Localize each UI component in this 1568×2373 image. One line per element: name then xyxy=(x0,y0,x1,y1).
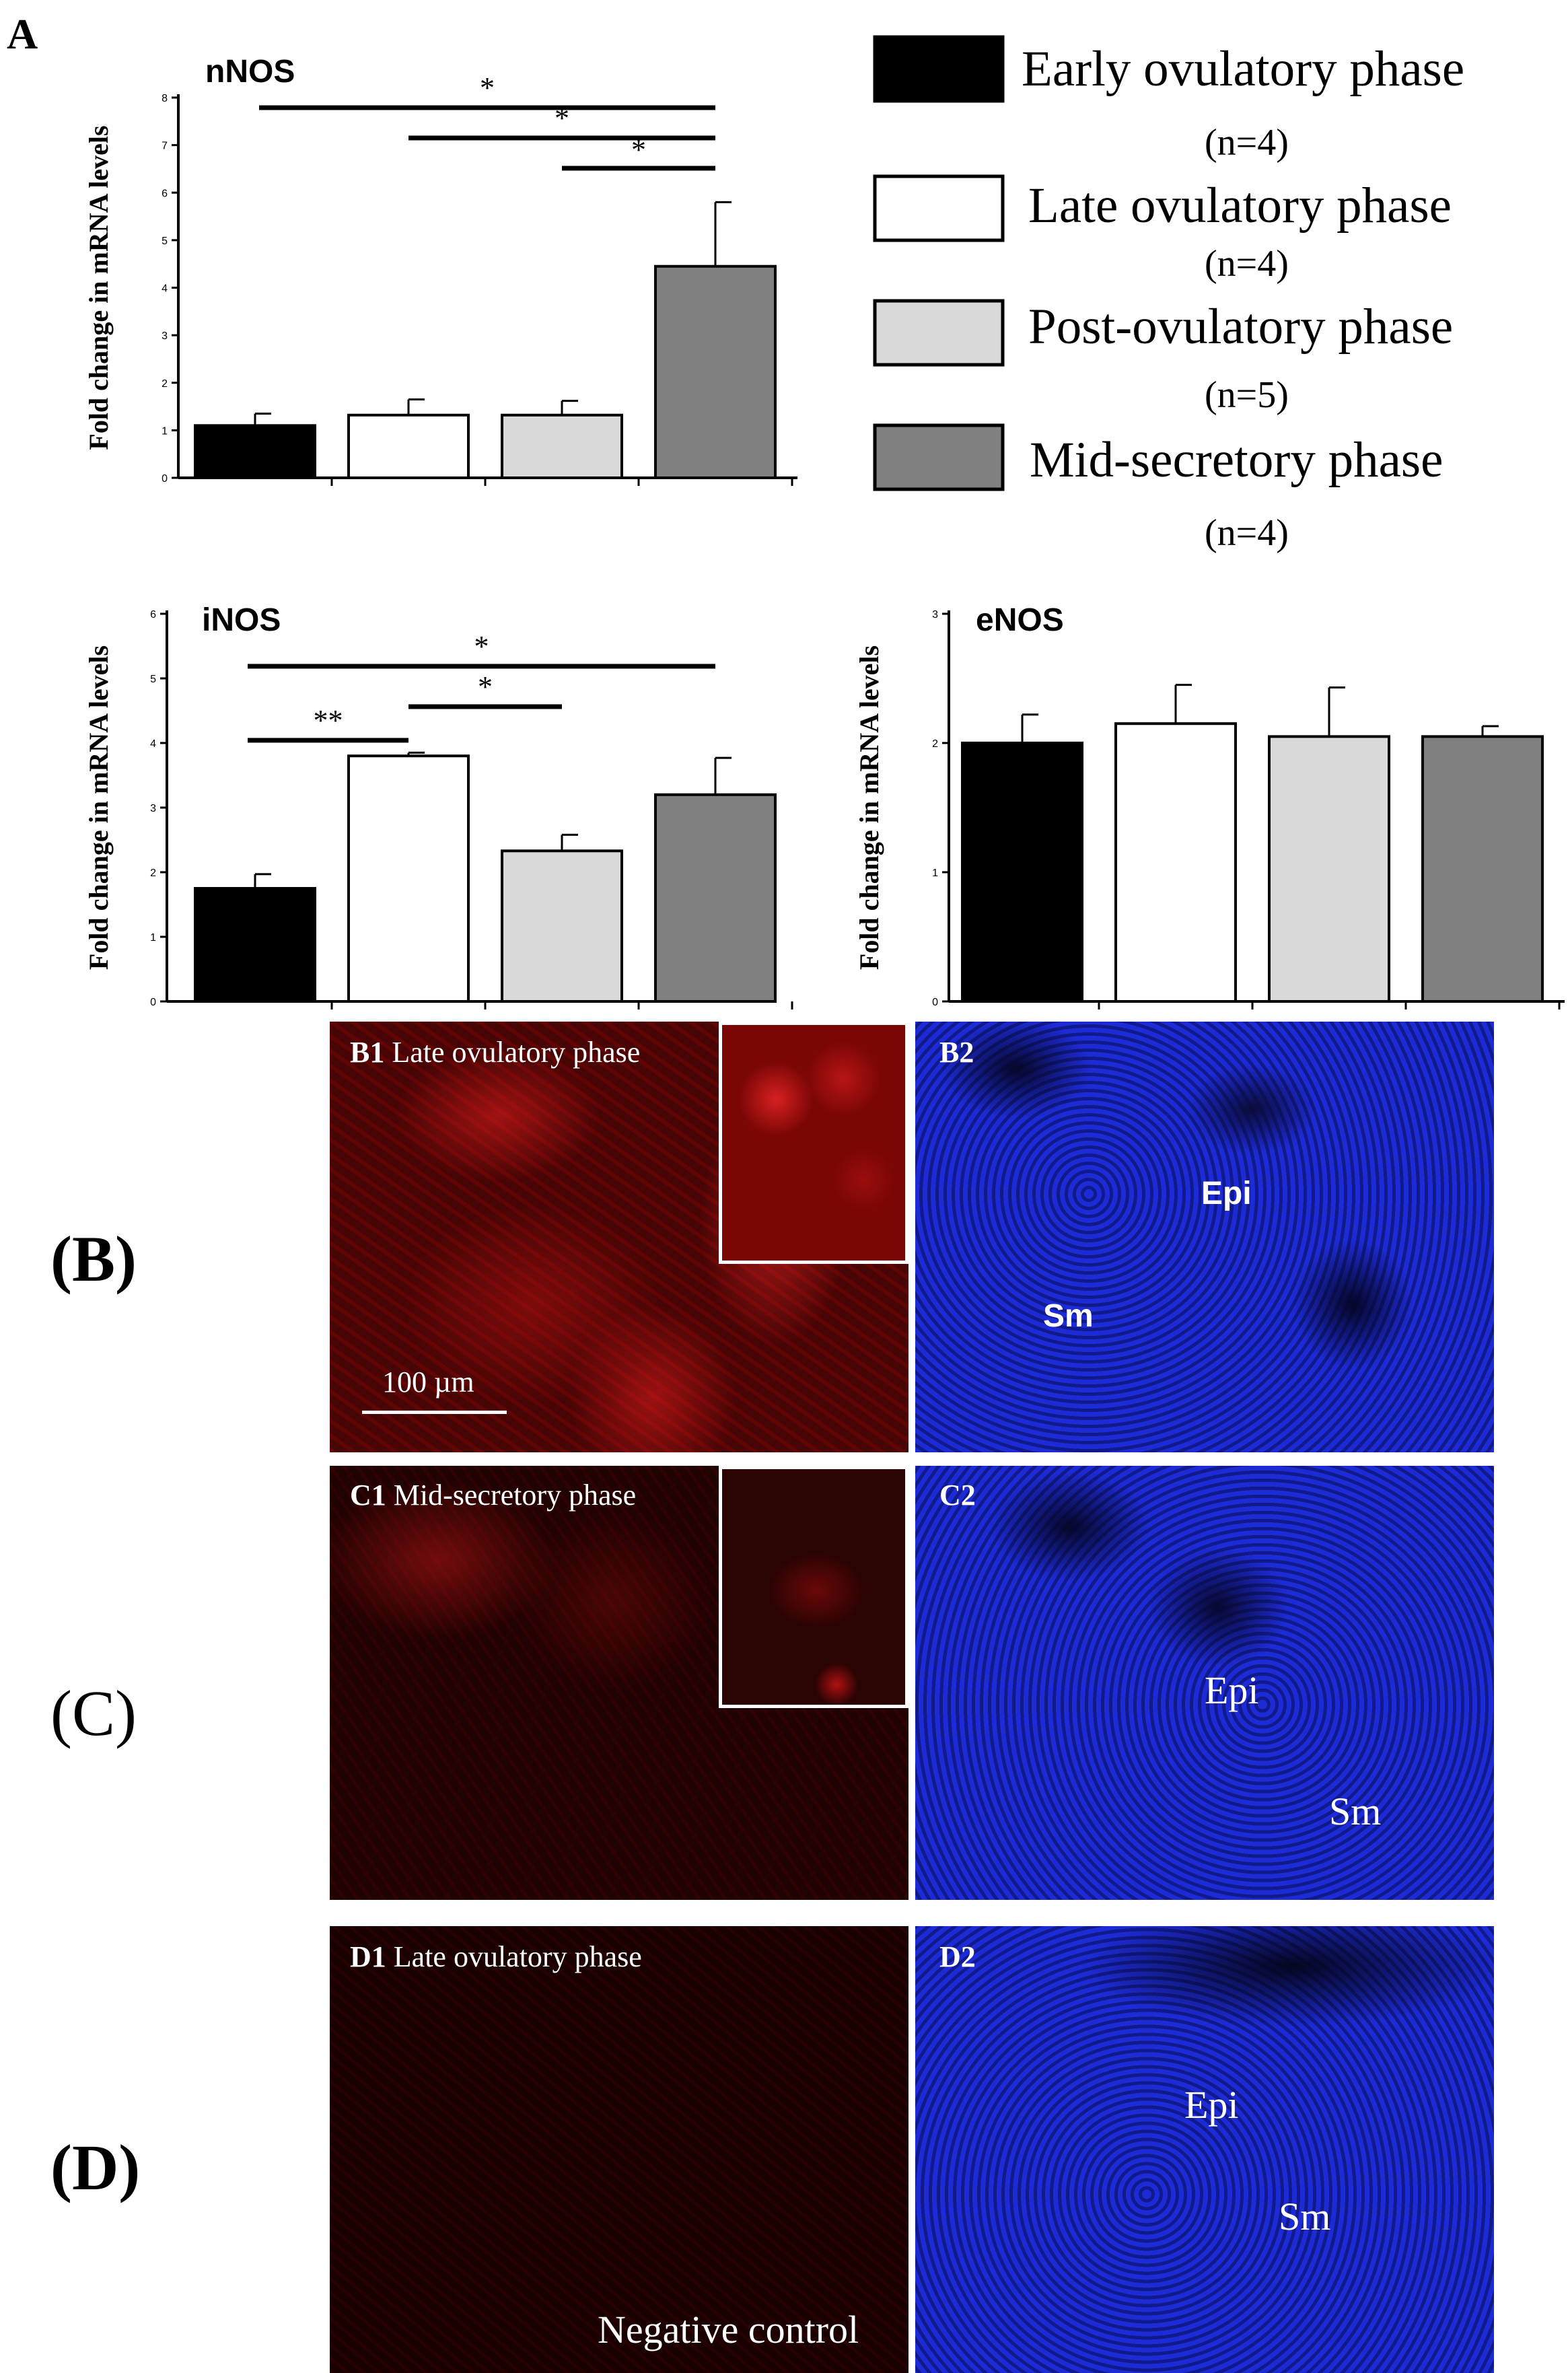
nnos-chart: 0 1 2 3 4 5 6 7 8 nNOS Fold change in mRNA levels *… xyxy=(83,54,797,486)
significance-marker: * xyxy=(631,133,646,166)
y-tick-label: 5 xyxy=(162,236,168,247)
y-tick-label: 2 xyxy=(150,867,156,879)
legend-n-mid: (n=4) xyxy=(1205,512,1289,554)
legend-label-mid: Mid-secretory phase xyxy=(1030,432,1443,488)
epithelium-label: Epi xyxy=(1184,2083,1239,2127)
legend-swatch-late xyxy=(873,174,1005,242)
panel-c-label: (C) xyxy=(50,1677,137,1749)
y-tick-label: 0 xyxy=(932,997,938,1008)
y-axis-label: Fold change in mRNA levels xyxy=(83,645,114,970)
bar xyxy=(347,754,470,1003)
significance-marker: * xyxy=(480,71,495,104)
micrograph-c1-label: C1 Mid-secretory phase xyxy=(350,1479,637,1512)
legend-label-early: Early ovulatory phase xyxy=(1022,41,1464,97)
legend-swatch-post xyxy=(873,299,1005,367)
epithelium-label: Epi xyxy=(1201,1176,1252,1211)
micrograph-d1-label: D1 Late ovulatory phase xyxy=(350,1940,642,1973)
scale-bar xyxy=(362,1411,507,1414)
significance-marker: * xyxy=(555,102,569,135)
chart-title: iNOS xyxy=(202,602,281,638)
stroma-label: Sm xyxy=(1279,2195,1331,2238)
panel-d-label: (D) xyxy=(50,2131,141,2203)
micrograph-c2-label: C2 xyxy=(939,1479,976,1512)
legend-n-late: (n=4) xyxy=(1205,243,1289,285)
bar xyxy=(654,264,777,479)
legend: Early ovulatory phase (n=4) Late ovulato… xyxy=(873,35,1464,554)
bar xyxy=(1268,735,1390,1003)
negative-control-label: Negative control xyxy=(598,2308,859,2351)
micrograph-b2: B2 Epi Sm xyxy=(915,1022,1494,1452)
scale-bar-label: 100 µm xyxy=(382,1366,474,1398)
y-tick-label: 2 xyxy=(162,378,168,390)
significance-marker: * xyxy=(478,670,493,703)
micrograph-b1: B1 Late ovulatory phase 100 µm xyxy=(330,1022,908,1452)
panel-b-label: (B) xyxy=(50,1223,137,1295)
y-tick-label: 1 xyxy=(162,425,168,437)
chart-title: eNOS xyxy=(976,602,1064,638)
micrograph-c1: C1 Mid-secretory phase xyxy=(330,1466,908,1900)
micrograph-c2: C2 Epi Sm xyxy=(915,1466,1494,1900)
y-tick-label: 0 xyxy=(150,997,156,1008)
bar xyxy=(194,887,316,1003)
y-tick-label: 1 xyxy=(150,932,156,944)
micrograph-d2: D2 Epi Sm xyxy=(915,1926,1494,2373)
epithelium-label: Epi xyxy=(1205,1668,1259,1712)
micrograph-d2-label: D2 xyxy=(939,1940,976,1973)
y-tick-label: 4 xyxy=(150,738,156,750)
bar xyxy=(654,793,777,1003)
legend-swatch-mid xyxy=(873,423,1005,491)
stroma-label: Sm xyxy=(1043,1298,1094,1334)
y-axis-label: Fold change in mRNA levels xyxy=(854,645,884,970)
y-tick-label: 2 xyxy=(932,738,938,750)
y-tick-label: 5 xyxy=(150,674,156,685)
micrograph-b2-label: B2 xyxy=(939,1036,974,1069)
y-tick-label: 6 xyxy=(150,609,156,621)
bar xyxy=(194,424,316,479)
micrograph-b1-inset xyxy=(719,1022,908,1264)
y-tick-label: 3 xyxy=(150,803,156,814)
y-tick-label: 3 xyxy=(932,609,938,621)
bar xyxy=(961,742,1083,1003)
micrograph-b1-label: B1 Late ovulatory phase xyxy=(350,1036,641,1069)
y-tick-label: 4 xyxy=(162,283,168,295)
y-tick-label: 8 xyxy=(162,93,168,104)
legend-label-post: Post-ovulatory phase xyxy=(1028,299,1453,355)
panel-a-label: A xyxy=(7,10,38,58)
y-tick-label: 1 xyxy=(932,867,938,879)
legend-n-early: (n=4) xyxy=(1205,122,1289,164)
legend-swatch-early xyxy=(873,35,1005,103)
y-axis-label: Fold change in mRNA levels xyxy=(83,125,114,450)
stroma-label: Sm xyxy=(1329,1790,1382,1833)
bar xyxy=(347,413,470,480)
chart-title: nNOS xyxy=(205,54,295,90)
micrograph-c1-inset xyxy=(719,1466,908,1708)
y-tick-label: 3 xyxy=(162,330,168,342)
significance-marker: ** xyxy=(314,704,343,737)
legend-label-late: Late ovulatory phase xyxy=(1028,178,1452,234)
significance-marker: * xyxy=(474,630,489,663)
y-tick-label: 7 xyxy=(162,141,168,152)
y-tick-label: 0 xyxy=(162,473,168,485)
bar xyxy=(1114,722,1237,1003)
enos-chart: 0 1 2 3 eNOS Fold change in mRNA levels xyxy=(854,602,1565,1010)
figure-panel-a: A 0 1 2 3 4 5 6 7 8 nNOS Fold change in mRNA level… xyxy=(7,10,1565,1010)
bar xyxy=(501,413,623,480)
bar xyxy=(1421,735,1544,1003)
y-tick-label: 6 xyxy=(162,188,168,199)
micrograph-d1: D1 Late ovulatory phase Negative control xyxy=(330,1926,908,2373)
legend-n-post: (n=5) xyxy=(1205,374,1289,416)
bar xyxy=(501,849,623,1003)
